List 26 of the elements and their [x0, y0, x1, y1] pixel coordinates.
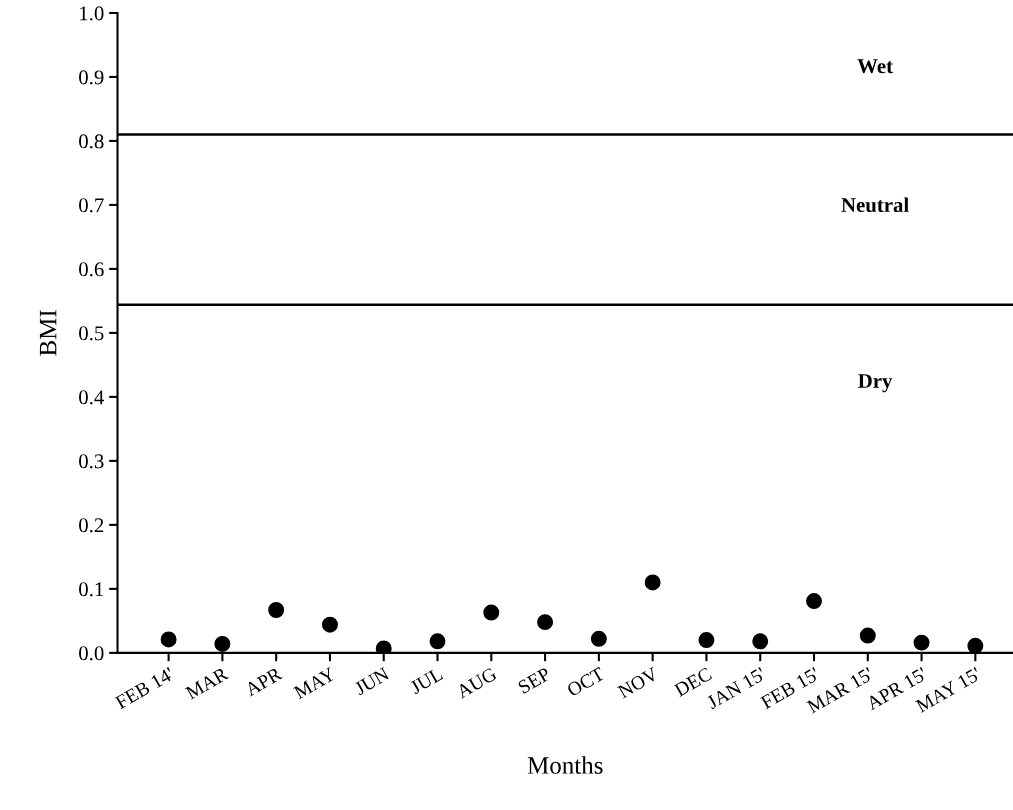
- y-tick-label: 0.5: [79, 326, 104, 341]
- annotation: Wet: [857, 59, 893, 74]
- annotation: Dry: [858, 374, 893, 393]
- y-tick-label: 0.6: [79, 262, 104, 277]
- x-axis-title: Months: [527, 756, 603, 774]
- y-tick-label: 0.4: [79, 390, 104, 405]
- annotation: Neutral: [841, 197, 909, 213]
- x-tick-label: MAR: [184, 666, 230, 700]
- y-tick-label: 0.0: [79, 646, 104, 661]
- y-tick-label: 0.8: [79, 134, 104, 149]
- y-tick-label: 0.1: [79, 582, 104, 597]
- x-tick-label: JUN: [353, 666, 391, 696]
- x-tick-label: MAY: [293, 666, 337, 700]
- x-tick-label: NOV: [616, 666, 660, 699]
- y-tick-label: 0.3: [79, 454, 104, 469]
- x-tick-label: SEP: [517, 666, 552, 695]
- x-tick-label: FEB 14': [114, 667, 175, 710]
- x-tick-label: JUL: [409, 667, 444, 695]
- y-tick-label: 1.0: [80, 6, 104, 21]
- y-tick-label: 0.7: [79, 198, 104, 213]
- x-tick-label: APR: [243, 666, 283, 697]
- x-tick-label: AUG: [455, 666, 498, 699]
- y-tick-label: 0.9: [79, 70, 104, 85]
- y-axis-title: BMI: [39, 310, 57, 356]
- x-tick-label: OCT: [566, 666, 606, 697]
- y-tick-label: 0.2: [79, 518, 104, 533]
